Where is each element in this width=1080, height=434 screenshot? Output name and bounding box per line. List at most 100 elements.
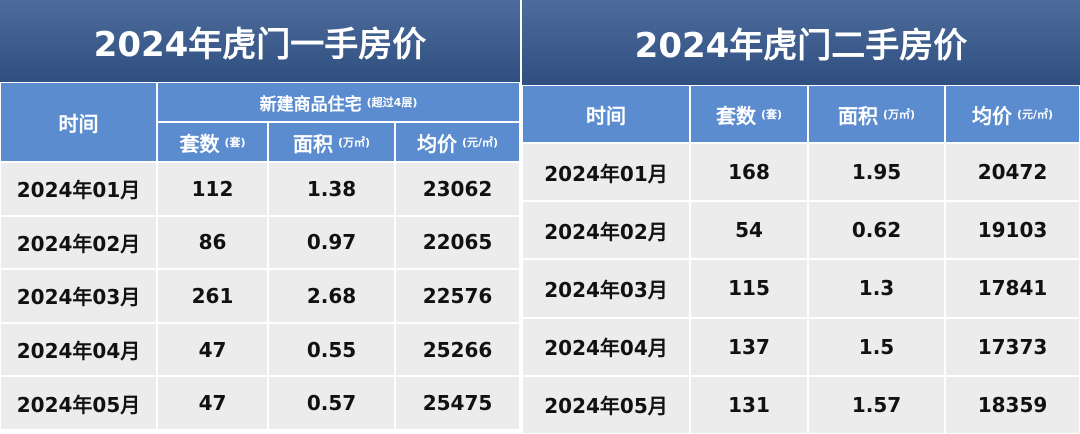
cell-text: 137 bbox=[728, 334, 770, 359]
cell-text: 22065 bbox=[422, 230, 493, 255]
table-cell: 1.5 bbox=[808, 317, 945, 376]
cell-text: 22576 bbox=[422, 283, 493, 308]
cell-text: 23062 bbox=[422, 176, 493, 201]
cell-text: 25475 bbox=[422, 391, 493, 416]
header-cell: 时间 bbox=[522, 85, 690, 143]
header-text: 新建商品住宅 bbox=[259, 94, 362, 115]
cell-text: 20472 bbox=[977, 160, 1048, 185]
table-cell: 1.57 bbox=[808, 375, 945, 434]
table-cell: 25475 bbox=[395, 376, 520, 430]
table-cell: 131 bbox=[690, 375, 808, 434]
table-cell: 25266 bbox=[395, 322, 520, 377]
table-cell: 0.57 bbox=[268, 376, 395, 430]
cell-text: 0.97 bbox=[306, 230, 357, 255]
cell-text: 17841 bbox=[977, 276, 1048, 301]
cell-text: 2024年05月 bbox=[16, 392, 141, 417]
header-note: (超过4层) bbox=[366, 96, 418, 109]
table-cell: 54 bbox=[690, 201, 808, 260]
table-cell: 1.38 bbox=[268, 162, 395, 216]
header-text: 时间 bbox=[58, 111, 99, 136]
table-cell: 19103 bbox=[945, 201, 1080, 260]
header-cell: 面积 (万㎡) bbox=[808, 85, 945, 143]
cell-text: 17373 bbox=[977, 334, 1048, 359]
header-cell: 套数 (套) bbox=[690, 85, 808, 143]
table-cell: 2024年02月 bbox=[0, 215, 157, 270]
table-cell: 2024年03月 bbox=[522, 259, 690, 318]
header-unit: (套) bbox=[760, 108, 783, 121]
header-cell: 均价 (元/㎡) bbox=[945, 85, 1080, 143]
cell-text: 47 bbox=[198, 391, 227, 416]
table-cell: 112 bbox=[157, 162, 268, 216]
cell-text: 2024年04月 bbox=[544, 336, 668, 361]
cell-text: 0.57 bbox=[306, 391, 357, 416]
cell-text: 18359 bbox=[977, 392, 1048, 417]
group-header: 新建商品住宅 (超过4层) bbox=[157, 82, 520, 122]
header-text: 时间 bbox=[586, 103, 626, 128]
cell-text: 261 bbox=[191, 283, 234, 308]
header-text: 均价 bbox=[416, 131, 457, 156]
header-unit: (元/㎡) bbox=[1016, 108, 1054, 121]
table-cell: 20472 bbox=[945, 143, 1080, 202]
cell-text: 0.62 bbox=[851, 218, 902, 243]
table-cell: 22065 bbox=[395, 215, 520, 270]
cell-text: 2024年04月 bbox=[16, 339, 141, 364]
cell-text: 1.57 bbox=[851, 392, 902, 417]
title-text: 2024年虎门二手房价 bbox=[634, 26, 968, 66]
table-title: 2024年虎门二手房价 bbox=[522, 0, 1080, 85]
header-text: 面积 bbox=[292, 131, 333, 156]
cell-text: 1.5 bbox=[858, 334, 895, 359]
header-unit: (元/㎡) bbox=[461, 136, 499, 149]
cell-text: 1.3 bbox=[858, 276, 895, 301]
cell-text: 25266 bbox=[422, 337, 493, 362]
cell-text: 2024年03月 bbox=[16, 285, 141, 310]
table-cell: 2024年03月 bbox=[0, 269, 157, 323]
table-cell: 47 bbox=[157, 376, 268, 430]
header-cell: 套数 (套) bbox=[157, 122, 268, 162]
table-cell: 0.55 bbox=[268, 322, 395, 377]
table-cell: 0.97 bbox=[268, 215, 395, 270]
header-cell: 均价 (元/㎡) bbox=[395, 122, 520, 162]
cell-text: 131 bbox=[728, 392, 770, 417]
header-text: 面积 bbox=[837, 103, 878, 128]
header-text: 均价 bbox=[971, 103, 1012, 128]
table-cell: 2024年04月 bbox=[522, 317, 690, 376]
cell-text: 47 bbox=[198, 337, 227, 362]
cell-text: 2024年01月 bbox=[544, 161, 668, 186]
table-title: 2024年虎门一手房价 bbox=[0, 0, 520, 82]
table-cell: 2.68 bbox=[268, 269, 395, 323]
cell-text: 1.95 bbox=[851, 160, 902, 185]
header-unit: (万㎡) bbox=[337, 136, 371, 149]
table-cell: 86 bbox=[157, 215, 268, 270]
table-cell: 2024年01月 bbox=[0, 162, 157, 216]
header-unit: (套) bbox=[224, 136, 246, 149]
cell-text: 2024年03月 bbox=[544, 277, 668, 302]
table-cell: 18359 bbox=[945, 375, 1080, 434]
cell-text: 0.55 bbox=[306, 337, 357, 362]
table-cell: 2024年05月 bbox=[522, 375, 690, 434]
header-cell: 面积 (万㎡) bbox=[268, 122, 395, 162]
table-cell: 17373 bbox=[945, 317, 1080, 376]
header-unit: (万㎡) bbox=[882, 108, 916, 121]
cell-text: 86 bbox=[198, 230, 227, 255]
cell-text: 112 bbox=[191, 176, 234, 201]
cell-text: 1.38 bbox=[306, 176, 357, 201]
cell-text: 2024年05月 bbox=[544, 394, 668, 419]
table-cell: 261 bbox=[157, 269, 268, 323]
table-cell: 0.62 bbox=[808, 201, 945, 260]
table-cell: 2024年01月 bbox=[522, 143, 690, 202]
title-text: 2024年虎门一手房价 bbox=[93, 24, 427, 65]
cell-text: 115 bbox=[728, 276, 770, 301]
table-cell: 1.3 bbox=[808, 259, 945, 318]
cell-text: 2.68 bbox=[306, 283, 357, 308]
table-cell: 17841 bbox=[945, 259, 1080, 318]
table-cell: 115 bbox=[690, 259, 808, 318]
header-text: 套数 bbox=[179, 131, 220, 156]
cell-text: 2024年02月 bbox=[16, 231, 141, 256]
table-cell: 22576 bbox=[395, 269, 520, 323]
cell-text: 54 bbox=[735, 218, 763, 243]
table-cell: 2024年05月 bbox=[0, 376, 157, 430]
table-cell: 137 bbox=[690, 317, 808, 376]
table-cell: 2024年02月 bbox=[522, 201, 690, 260]
table-cell: 23062 bbox=[395, 162, 520, 216]
